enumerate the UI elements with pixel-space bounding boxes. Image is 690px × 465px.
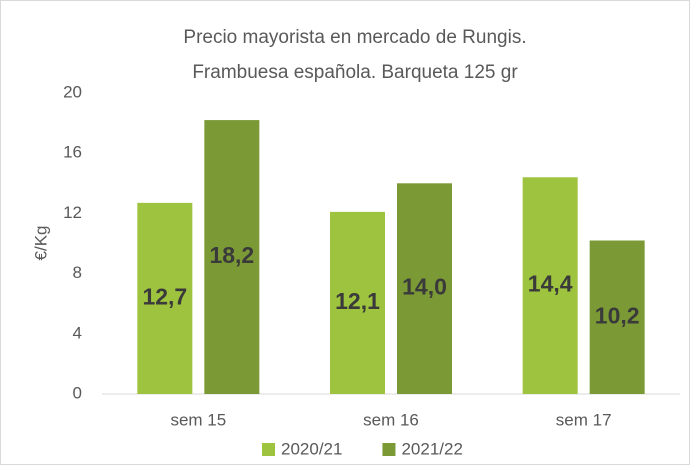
data-label: 18,2 — [209, 242, 254, 268]
legend-label: 2021/22 — [401, 439, 462, 458]
chart-subtitle: Frambuesa española. Barqueta 125 gr — [192, 62, 518, 83]
bar — [204, 120, 260, 394]
bar — [589, 240, 645, 394]
y-tick-label: 16 — [63, 143, 82, 162]
data-label: 12,7 — [142, 284, 187, 310]
legend-swatch — [382, 443, 396, 456]
chart-title: Precio mayorista en mercado de Rungis. — [183, 27, 526, 48]
y-tick-label: 8 — [73, 263, 82, 282]
data-label: 14,4 — [528, 271, 573, 297]
y-tick-label: 12 — [63, 203, 82, 222]
x-tick-label: sem 17 — [556, 410, 612, 429]
y-axis-label: €/Kg — [31, 226, 50, 261]
legend-swatch — [262, 443, 275, 456]
bar — [330, 211, 385, 394]
y-tick-label: 20 — [63, 82, 82, 101]
x-tick-label: sem 15 — [170, 410, 226, 429]
x-tick-label: sem 16 — [363, 410, 419, 429]
data-label: 14,0 — [402, 274, 447, 300]
data-label: 10,2 — [595, 302, 640, 328]
bar — [137, 202, 193, 394]
legend-label: 2020/21 — [281, 439, 342, 458]
data-label: 12,1 — [335, 288, 380, 314]
bar — [397, 183, 452, 394]
bar — [522, 177, 578, 394]
y-tick-label: 4 — [73, 323, 82, 342]
y-tick-label: 0 — [73, 383, 82, 402]
